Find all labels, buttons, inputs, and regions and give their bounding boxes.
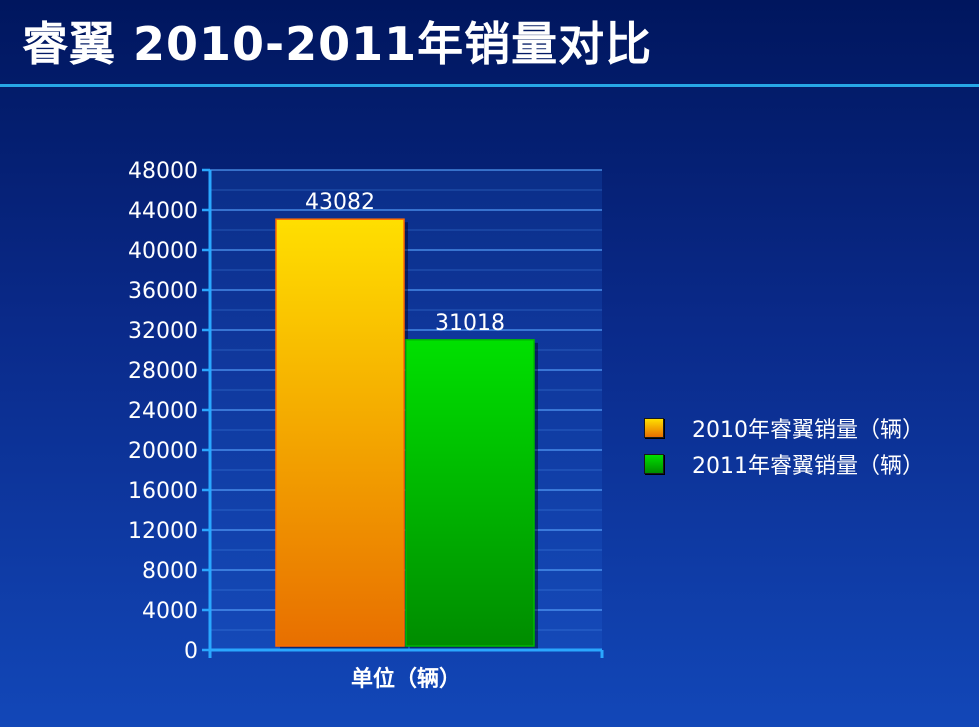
y-tick-label: 44000 <box>128 199 198 224</box>
y-tick-label: 20000 <box>128 439 198 464</box>
slide-title: 睿翼 2010-2011年销量对比 <box>22 17 653 71</box>
legend-swatch-2010 <box>644 418 664 438</box>
y-tick-label: 36000 <box>128 279 198 304</box>
x-category-label: 单位（辆） <box>351 666 461 692</box>
y-tick-label: 48000 <box>128 159 198 184</box>
legend-label-2010: 2010年睿翼销量（辆） <box>692 418 924 443</box>
data-label-2011: 31018 <box>435 311 505 336</box>
legend-swatch-2011 <box>644 454 664 474</box>
y-tick-label: 32000 <box>128 319 198 344</box>
title-divider <box>0 84 979 87</box>
y-tick-label: 16000 <box>128 479 198 504</box>
bar-2011 <box>405 339 535 647</box>
y-tick-label: 8000 <box>142 559 198 584</box>
legend-label-2011: 2011年睿翼销量（辆） <box>692 454 924 479</box>
y-tick-label: 40000 <box>128 239 198 264</box>
y-tick-label: 0 <box>184 639 198 664</box>
y-tick-label: 24000 <box>128 399 198 424</box>
y-tick-label: 12000 <box>128 519 198 544</box>
legend-item-2011: 2011年睿翼销量（辆） <box>644 446 924 482</box>
bar-2010 <box>275 218 405 647</box>
legend-item-2010: 2010年睿翼销量（辆） <box>644 410 924 446</box>
y-tick-label: 4000 <box>142 599 198 624</box>
chart-legend: 2010年睿翼销量（辆） 2011年睿翼销量（辆） <box>644 410 924 482</box>
y-tick-label: 28000 <box>128 359 198 384</box>
data-label-2010: 43082 <box>305 190 375 215</box>
